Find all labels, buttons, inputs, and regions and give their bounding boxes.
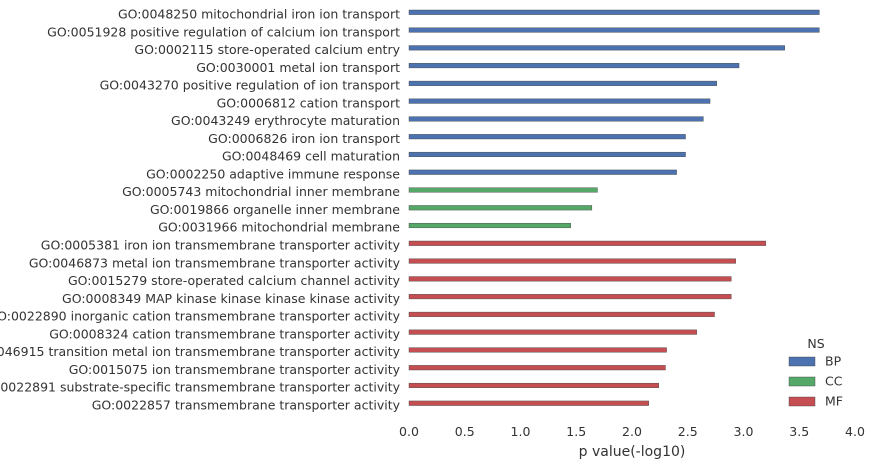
bar-bp [408,27,820,33]
category-label: GO:0022891 substrate-specific transmembr… [0,380,401,395]
x-axis-title: p value(-log10) [579,444,686,460]
x-axis-ticks: 0.0 0.5 1.0 1.5 2.0 2.5 3.0 3.5 4.0 [399,424,865,439]
bar-mf [408,311,715,317]
legend: NS BP CC MF [788,336,843,409]
bar-cc [408,205,593,211]
bar-bp [408,63,740,69]
bar-mf [408,258,736,264]
bar-bp [408,151,686,157]
x-tick-label: 3.5 [789,424,809,439]
bars-group [408,9,820,406]
bar-cc [408,223,571,229]
category-label: GO:0048469 cell maturation [222,149,400,164]
bar-bp [408,134,686,140]
category-label: GO:0046915 transition metal ion transmem… [0,344,401,359]
legend-label-mf: MF [825,394,843,409]
x-tick-label: 1.0 [511,424,531,439]
bar-mf [408,276,732,282]
legend-label-cc: CC [825,374,843,389]
bar-bp [408,116,704,122]
bar-mf [408,329,697,335]
bar-bp [408,45,785,51]
bar-mf [408,294,732,300]
bar-mf [408,382,659,388]
category-label: GO:0022890 inorganic cation transmembran… [0,309,401,324]
x-tick-label: 0.5 [455,424,475,439]
bar-mf [408,365,666,371]
bar-cc [408,187,598,193]
legend-label-bp: BP [825,354,842,369]
category-label: GO:0015075 ion transmembrane transporter… [69,362,401,377]
bar-mf [408,347,667,353]
category-label: GO:0005743 mitochondrial inner membrane [122,184,400,199]
bar-bp [408,80,717,86]
x-tick-label: 2.0 [622,424,642,439]
bar-bp [408,98,711,104]
x-tick-label: 1.5 [566,424,586,439]
category-label: GO:0006826 iron ion transport [208,131,400,146]
x-tick-label: 2.5 [678,424,698,439]
legend-title: NS [807,336,824,351]
x-tick-label: 0.0 [399,424,419,439]
bar-bp [408,9,820,15]
category-label: GO:0008349 MAP kinase kinase kinase kina… [62,291,401,306]
category-label: GO:0043249 erythrocyte maturation [171,113,400,128]
legend-swatch-bp [788,356,816,367]
category-label: GO:0006812 cation transport [217,95,400,110]
legend-swatch-cc [788,376,816,387]
x-tick-label: 4.0 [845,424,865,439]
x-tick-label: 3.0 [734,424,754,439]
category-label: GO:0046873 metal ion transmembrane trans… [29,255,401,270]
bar-mf [408,240,766,246]
category-label: GO:0030001 metal ion transport [196,60,400,75]
category-label: GO:0019866 organelle inner membrane [150,202,400,217]
bar-bp [408,169,677,175]
category-label: GO:0031966 mitochondrial membrane [158,220,400,235]
category-label: GO:0043270 positive regulation of ion tr… [100,78,401,93]
category-label: GO:0051928 positive regulation of calciu… [47,24,400,39]
category-label: GO:0022857 transmembrane transporter act… [92,397,401,412]
category-label: GO:0005381 iron ion transmembrane transp… [41,238,401,253]
bar-mf [408,400,649,406]
legend-swatch-mf [788,396,816,407]
category-label: GO:0015279 store-operated calcium channe… [68,273,401,288]
category-label: GO:0008324 cation transmembrane transpor… [49,326,400,341]
category-label: GO:0048250 mitochondrial iron ion transp… [118,7,400,22]
category-label: GO:0002115 store-operated calcium entry [134,42,400,57]
category-labels: GO:0048250 mitochondrial iron ion transp… [0,7,401,413]
category-label: GO:0002250 adaptive immune response [146,166,400,181]
